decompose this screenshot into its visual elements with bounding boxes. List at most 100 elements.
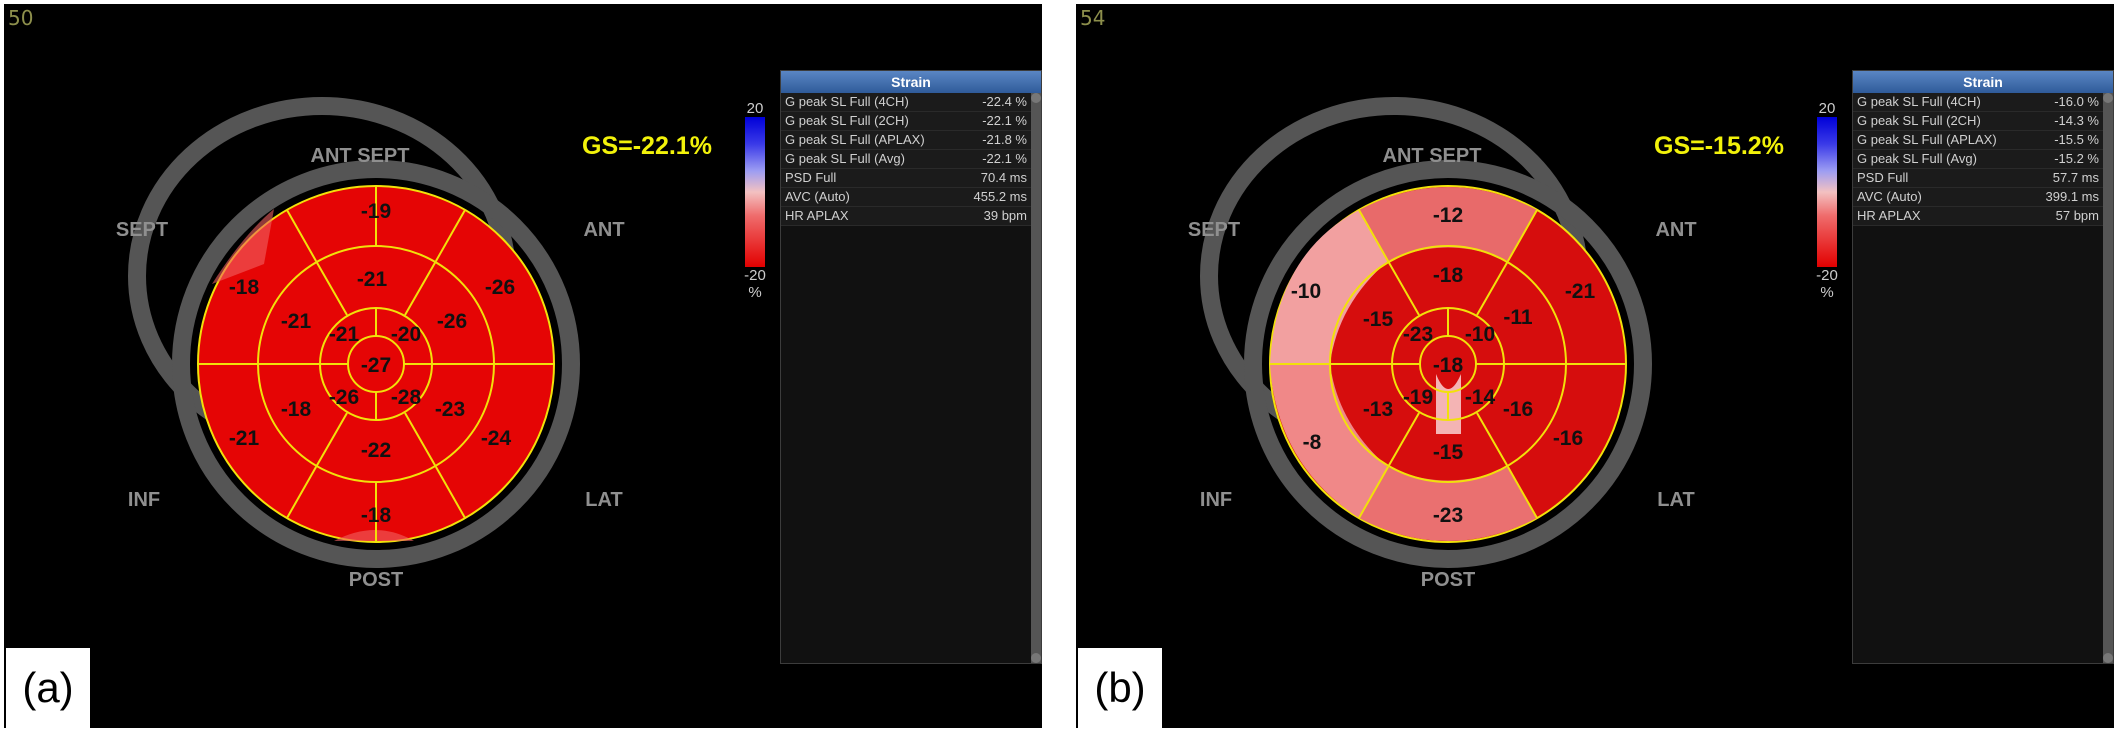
seg-basal-5: -8 [1303,431,1322,454]
table-row: G peak SL Full (4CH) -16.0 % [1853,93,2103,112]
seg-mid-5: -18 [281,398,312,421]
segment-values: -12 -21 -16 -23 -8 -10 -18 -11 -16 -15 -… [1291,204,1596,527]
scroll-down-icon[interactable] [1031,653,1041,663]
light-region-post [1359,467,1537,541]
seg-apical-4: -23 [1403,323,1433,346]
seg-mid-1: -21 [357,268,388,291]
seg-mid-4: -22 [361,439,391,462]
label-ant: ANT [1655,219,1696,241]
label-inf: INF [128,489,160,511]
seg-basal-2: -21 [1565,280,1596,303]
seg-basal-1: -12 [1433,204,1463,227]
segment-dividers [1270,209,1626,519]
seg-apical-4: -21 [329,323,360,346]
scale-top: 20 [746,100,764,117]
seg-basal-4: -23 [1433,504,1463,527]
seg-mid-1: -18 [1433,264,1464,287]
seg-mid-2: -11 [1503,306,1533,329]
light-region [212,209,274,284]
seg-apical-1: -10 [1465,323,1495,346]
outer-ring [1244,160,1652,568]
seg-apical-3: -26 [329,386,359,409]
seg-apical-1: -20 [391,323,421,346]
bullseye-plot: -19 -26 -24 -18 -21 -18 -21 -26 -23 -22 … [116,97,625,591]
frame-number: 54 [1080,6,1106,30]
seg-basal-6: -18 [229,276,260,299]
label-ant-sept: ANT SEPT [1383,145,1482,167]
seg-basal-6: -10 [1291,280,1321,303]
strain-table: Strain G peak SL Full (4CH) -16.0 % G pea… [1852,70,2114,664]
table-title: Strain [1853,71,2113,93]
frame-number: 50 [8,6,34,30]
table-row: G peak SL Full (Avg) -15.2 % [1853,150,2103,169]
table-row: G peak SL Full (APLAX) -15.5 % [1853,131,2103,150]
label-ant-sept: ANT SEPT [311,145,410,167]
global-strain: GS=-22.1% [582,132,712,160]
label-ant: ANT [583,219,624,241]
bullseye-plot: -12 -21 -16 -23 -8 -10 -18 -11 -16 -15 -… [1188,97,1697,591]
seg-mid-5: -13 [1363,398,1393,421]
light-region-inf [1270,364,1388,518]
seg-mid-3: -16 [1503,398,1533,421]
table-row: G peak SL Full (4CH) -22.4 % [781,93,1031,112]
scroll-down-icon[interactable] [2103,653,2113,663]
table-scrollbar[interactable] [2103,93,2113,663]
table-scrollbar[interactable] [1031,93,1041,663]
panel-label: (a) [6,648,90,728]
table-row: G peak SL Full (2CH) -22.1 % [781,112,1031,131]
seg-apical-3: -19 [1403,386,1433,409]
seg-basal-4: -18 [361,504,392,527]
scale-bottom: -20 [744,267,766,284]
table-row: HR APLAX 39 bpm [781,207,1031,226]
label-sept: SEPT [1188,219,1240,241]
seg-basal-5: -21 [229,427,260,450]
seg-mid-6: -21 [281,310,312,333]
table-row: G peak SL Full (Avg) -22.1 % [781,150,1031,169]
scroll-up-icon[interactable] [1031,93,1041,103]
segment-values: -19 -26 -24 -18 -21 -18 -21 -26 -23 -22 … [229,200,515,527]
label-sept: SEPT [116,219,168,241]
table-row: G peak SL Full (2CH) -14.3 % [1853,112,2103,131]
table-row: G peak SL Full (APLAX) -21.8 % [781,131,1031,150]
scale-bar [745,117,765,267]
outer-ring [172,160,580,568]
label-post: POST [349,569,403,591]
label-lat: LAT [585,489,622,511]
strain-table: Strain G peak SL Full (4CH) -22.4 % G pea… [780,70,1042,664]
table-title: Strain [781,71,1041,93]
scale-bottom: -20 [1816,267,1838,284]
seg-basal-3: -16 [1553,427,1583,450]
label-lat: LAT [1657,489,1694,511]
color-scale: 20 -20 % [735,100,775,301]
scale-bar [1817,117,1837,267]
light-region-bottom [334,530,414,541]
scroll-up-icon[interactable] [2103,93,2113,103]
global-strain: GS=-15.2% [1654,132,1784,160]
seg-basal-1: -19 [361,200,391,223]
table-row: PSD Full 57.7 ms [1853,169,2103,188]
table-row: AVC (Auto) 455.2 ms [781,188,1031,207]
scale-unit: % [748,284,762,301]
orientation-labels: ANT SEPT SEPT ANT INF LAT POST [1188,145,1697,591]
scale-top: 20 [1818,100,1836,117]
seg-mid-2: -26 [437,310,467,333]
seg-mid-3: -23 [435,398,465,421]
seg-basal-2: -26 [485,276,515,299]
panel-a: 50 [4,4,1042,728]
label-post: POST [1421,569,1475,591]
table-body: G peak SL Full (4CH) -22.4 % G peak SL Fu… [781,93,1041,663]
scale-unit: % [1820,284,1834,301]
label-inf: INF [1200,489,1232,511]
table-body: G peak SL Full (4CH) -16.0 % G peak SL Fu… [1853,93,2113,663]
panel-b: 54 -12 [1076,4,2114,728]
seg-mid-6: -15 [1363,308,1394,331]
light-region-ant-sept [1359,187,1537,261]
table-row: PSD Full 70.4 ms [781,169,1031,188]
panel-label: (b) [1078,648,1162,728]
seg-basal-3: -24 [481,427,512,450]
table-row: AVC (Auto) 399.1 ms [1853,188,2103,207]
seg-apex: -18 [1433,354,1464,377]
light-region-sept [1270,210,1388,364]
orientation-labels: ANT SEPT SEPT ANT INF LAT POST [116,145,625,591]
seg-apex: -27 [361,354,391,377]
